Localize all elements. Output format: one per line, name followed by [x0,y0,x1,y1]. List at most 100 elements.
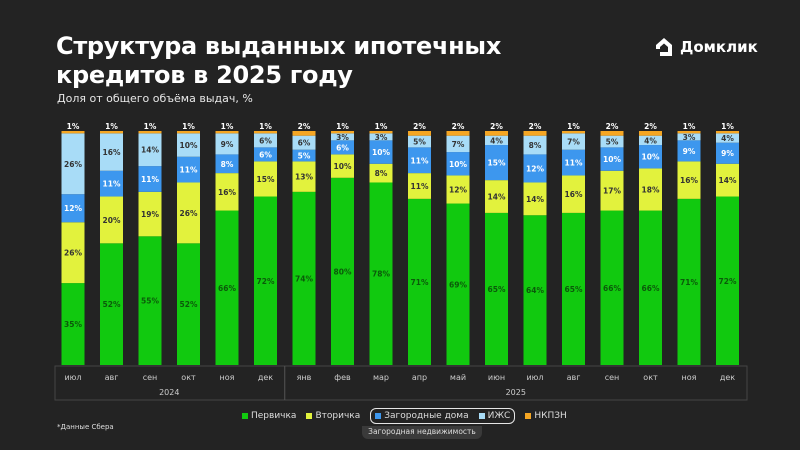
bar-segment [254,161,277,197]
data-label: 71% [411,278,429,287]
legend-swatch [525,413,532,419]
x-tick-label: апр [412,373,427,382]
legend-item-secondary: Вторичка [306,411,360,421]
bar-segment [177,182,200,244]
data-label: 2% [413,122,426,131]
bar-segment [485,212,508,365]
data-label: 52% [103,300,121,309]
bar-segment [177,131,200,134]
data-label: 4% [490,136,503,145]
bar-segment [177,243,200,365]
data-label: 80% [334,267,352,276]
bar-segment [639,145,662,169]
data-label: 1% [721,122,734,131]
bar-segment [677,140,701,162]
bar-segment [331,133,354,141]
data-label: 1% [683,122,696,131]
bar-segment [639,168,662,211]
bar-segment [331,140,354,155]
data-label: 1% [67,122,80,131]
data-label: 1% [375,122,388,131]
bar-segment [100,133,123,171]
bar-segment [600,131,624,136]
year-label: 2025 [506,388,526,397]
data-label: 5% [606,138,619,147]
legend-swatch [375,413,382,419]
legend-item-country-houses: Загородные дома [375,411,469,421]
data-label: 15% [257,175,275,184]
bar-segment [61,222,85,284]
data-label: 69% [449,280,467,289]
bar-segment [138,166,162,192]
bar-segment [639,131,662,136]
bar-segment [485,131,508,136]
bar-segment [485,135,508,146]
page-title: Структура выданных ипотечных кредитов в … [56,32,616,90]
data-label: 3% [375,133,388,142]
x-tick-label: июл [64,373,81,382]
bar-segment [485,180,508,213]
house-icon [656,38,672,56]
data-label: 2% [529,122,542,131]
data-label: 5% [298,152,311,161]
bar-segment [61,133,85,195]
data-label: 65% [488,285,506,294]
brand-name: Домклик [680,38,758,56]
x-tick-label: сен [143,373,158,382]
bar-segment [562,133,585,150]
data-label: 2% [490,122,503,131]
data-label: 1% [259,122,272,131]
data-label: 72% [719,277,737,286]
bar-segment [523,154,547,183]
bar-segment [215,131,239,134]
legend-item-nkpzn: НКПЗН [525,411,567,421]
bar-segment [408,135,431,148]
bar-segment [215,173,239,211]
bar-segment [369,163,393,183]
data-label: 26% [180,209,198,218]
data-label: 1% [567,122,580,131]
data-label: 5% [413,138,426,147]
bar-segment [369,140,393,164]
bar-segment [138,191,162,237]
x-tick-label: сен [605,373,620,382]
bar-segment [523,135,547,155]
data-label: 9% [721,149,734,158]
bar-segment [523,182,547,216]
data-label: 3% [683,133,696,142]
x-tick-label: авг [567,373,581,382]
bar-segment [331,177,354,365]
x-tick-label: дек [720,373,735,382]
bar-segment [254,196,277,365]
data-label: 1% [144,122,157,131]
data-label: 15% [488,159,506,168]
data-label: 71% [680,278,698,287]
legend-group-label: Загородная недвижимость [362,426,482,439]
data-label: 14% [719,176,737,185]
legend-group-country: Загородные дома ИЖС [370,408,516,424]
data-label: 1% [336,122,349,131]
bar-segment [254,133,277,148]
bar-segment [292,161,316,192]
data-label: 1% [105,122,118,131]
bar-segment [446,135,470,153]
bar-segment [408,198,431,365]
bar-segment [100,170,123,197]
data-label: 55% [141,297,159,306]
x-tick-label: янв [297,373,312,382]
bar-segment [215,133,239,155]
title-text: Структура выданных ипотечных кредитов в … [56,32,502,89]
bar-segment [562,212,585,365]
data-label: 7% [567,138,580,147]
x-tick-label: ноя [682,373,697,382]
data-label: 2% [452,122,465,131]
bar-segment [446,203,470,365]
bar-segment [562,149,585,176]
bar-segment [138,133,162,167]
bar-segment [215,210,239,365]
data-label: 3% [336,133,349,142]
bar-segment [254,147,277,162]
legend-swatch [306,413,313,419]
data-label: 10% [180,141,198,150]
data-label: 66% [218,284,236,293]
